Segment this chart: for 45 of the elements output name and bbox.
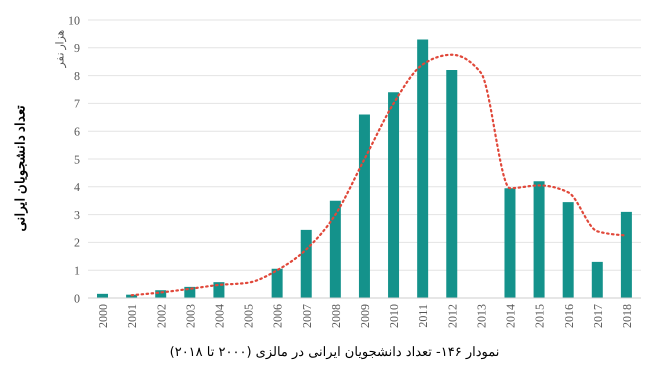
bar [562,202,574,298]
x-tick-label: 2003 [183,304,198,328]
x-tick-label: 2016 [562,304,576,328]
x-tick-label: 2005 [242,304,256,328]
bar [534,181,545,298]
bar [300,230,312,298]
x-tick-label: 2012 [445,304,460,328]
x-tick-label: 2015 [532,304,547,328]
x-tick-label: 2018 [620,304,634,328]
y-tick-label: 2 [74,236,80,250]
x-tick-label: 2001 [125,304,140,328]
bar [446,70,458,298]
bar [358,114,370,298]
y-tick-label: 1 [74,263,80,278]
y-tick-label: 6 [74,124,80,138]
bar [504,188,516,298]
y-tick-label: 8 [74,68,80,83]
x-tick-label: 2014 [504,304,518,328]
y-tick-label: 4 [74,180,80,194]
x-tick-label: 2008 [328,304,343,328]
y-axis-title: تعداد دانشجویان ایرانی [12,104,28,232]
bar [592,262,603,298]
y-tick-label: 3 [74,208,80,222]
x-tick-label: 2007 [300,304,314,328]
x-tick-label: 2011 [416,304,430,328]
x-tick-label: 2009 [358,304,372,328]
bar [272,268,283,298]
x-tick-label: 2000 [96,304,110,328]
x-tick-label: 2002 [154,304,168,328]
y-tick-label: 9 [74,41,80,56]
text: نمودار ۱۴۶- تعداد دانشجویان ایرانی در مالزی (۲۰۰۰ تا ۲۰۱۸) [168,345,500,360]
x-tick-label: 2006 [270,304,285,328]
x-tick-label: 2013 [474,304,488,328]
x-tick-label: 2004 [212,304,226,328]
bar [620,212,632,298]
y-tick-label: 5 [74,152,80,166]
y-tick-label: 0 [74,291,80,306]
bar [417,39,428,298]
y-tick-label: 7 [74,96,80,111]
bar [388,92,400,298]
bar [330,200,341,298]
text: هزار نفر [54,29,66,67]
x-tick-label: 2017 [590,304,605,328]
y-tick-label: 10 [68,13,80,28]
x-tick-label: 2010 [387,304,402,328]
